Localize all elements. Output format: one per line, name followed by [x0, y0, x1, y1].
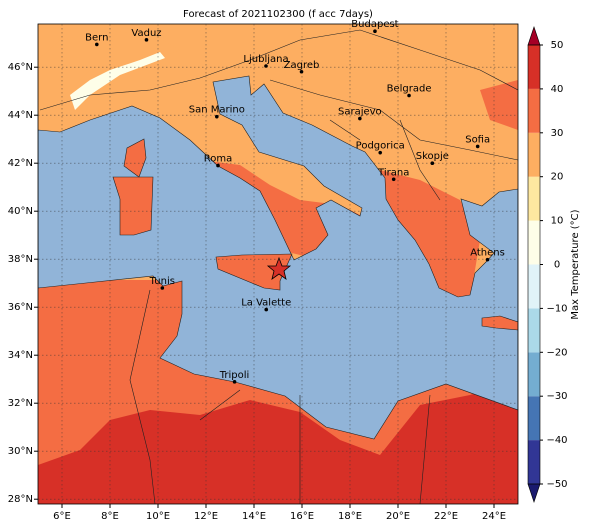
x-tick-label: 12°E [194, 511, 218, 522]
city-dot [160, 286, 165, 290]
colorbar-segment [528, 440, 540, 484]
city-dot [232, 380, 237, 384]
y-tick-label: 38°N [8, 254, 33, 265]
x-tick-label: 18°E [338, 511, 362, 522]
city-dot [373, 29, 377, 33]
x-tick-label: 14°E [242, 511, 266, 522]
city-dot [215, 114, 219, 119]
map-title: Forecast of 2021102300 (f acc 7days) [183, 9, 373, 20]
colorbar-tick-label: −50 [546, 479, 567, 490]
city-label: Athens [470, 248, 505, 259]
x-tick-label: 24°E [482, 511, 506, 522]
x-tick-label: 16°E [290, 511, 314, 522]
city-label: Roma [204, 154, 233, 165]
city-label: Sofia [465, 134, 490, 145]
y-tick-label: 30°N [8, 446, 33, 457]
colorbar-tick-label: 40 [551, 84, 564, 95]
colorbar-tick-label: 50 [551, 40, 564, 51]
colorbar-tick-label: 30 [551, 128, 564, 139]
colorbar-segment [528, 45, 540, 89]
city-dot [485, 257, 490, 262]
land-cold [70, 52, 165, 110]
borders [39, 29, 518, 504]
colorbar-segment [528, 132, 540, 177]
city-dot [264, 64, 268, 68]
city-label: Budapest [351, 19, 398, 30]
map-frame [37, 23, 519, 505]
star-marker [266, 256, 292, 280]
city-dot [475, 144, 480, 149]
colorbar-extend-high [527, 26, 541, 46]
city-label: Skopje [416, 151, 449, 162]
city-dot [144, 38, 149, 42]
colorbar-segment [528, 308, 540, 353]
city-dot [299, 69, 304, 74]
y-tick-label: 28°N [8, 494, 33, 505]
colorbar-tick-label: 0 [554, 260, 560, 271]
city-label: Belgrade [387, 84, 432, 95]
city-label: Sarajevo [338, 107, 382, 118]
x-tick-label: 6°E [53, 511, 71, 522]
land-alps [38, 30, 180, 105]
y-tick-label: 44°N [8, 110, 33, 121]
city-dot [430, 161, 435, 165]
city-label: Zagreb [284, 60, 320, 71]
city-label: La Valette [241, 298, 291, 309]
colorbar-segment [528, 88, 540, 133]
colorbar-label: Max Temperature (°C) [570, 209, 581, 319]
city-label: Tripoli [219, 370, 250, 381]
city-dot [358, 116, 362, 121]
city-label: Bern [85, 32, 108, 43]
colorbar-tick-label: 10 [551, 216, 564, 227]
x-tick-label: 22°E [434, 511, 458, 522]
colorbar-segment [528, 352, 540, 397]
island-corsica [123, 138, 147, 178]
x-tick-label: 8°E [101, 511, 119, 522]
city-dot [391, 177, 396, 182]
city-label: Tunis [149, 276, 175, 287]
city-label: Tirana [377, 167, 409, 178]
land-warm-east [480, 80, 518, 130]
land-warm-greece [380, 170, 480, 300]
city-dot [95, 42, 99, 47]
colorbar-segment [528, 396, 540, 441]
colorbar-segment [528, 176, 540, 221]
colorbar-tick-label: 20 [551, 172, 564, 183]
colorbar-segment [528, 220, 540, 265]
y-tick-label: 40°N [8, 206, 33, 217]
city-label: Ljubljana [243, 54, 288, 65]
colorbar-tick-label: −40 [546, 435, 567, 446]
city-label: San Marino [189, 105, 245, 116]
y-tick-label: 36°N [8, 302, 33, 313]
island-crete [481, 315, 518, 331]
city-label: Vaduz [131, 28, 161, 39]
y-tick-label: 42°N [8, 158, 33, 169]
x-tick-label: 10°E [146, 511, 170, 522]
y-tick-label: 34°N [8, 350, 33, 361]
y-tick-label: 46°N [8, 62, 33, 73]
colorbar-tick-label: −30 [546, 391, 567, 402]
city-label: Podgorica [356, 141, 405, 152]
y-tick-label: 32°N [8, 398, 33, 409]
city-dot [378, 150, 383, 155]
colorbar-tick-label: −20 [546, 347, 567, 358]
colorbar-segment [528, 264, 540, 309]
colorbar-extend-low [527, 483, 541, 503]
x-tick-label: 20°E [386, 511, 410, 522]
city-dot [216, 163, 220, 168]
city-dot [264, 307, 269, 312]
colorbar-tick-label: −10 [546, 303, 567, 314]
island-sardinia [112, 176, 154, 236]
city-dot [407, 93, 411, 98]
